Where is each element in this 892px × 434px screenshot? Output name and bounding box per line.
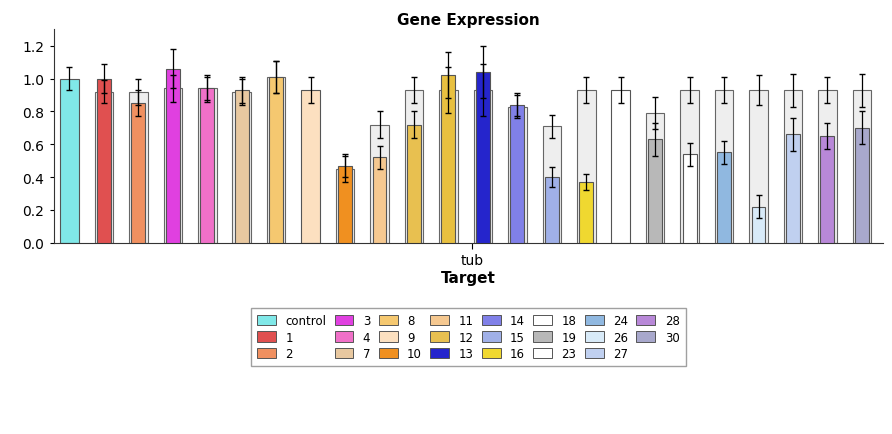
Bar [508,107,526,243]
Bar [405,91,423,243]
Bar [648,140,662,243]
Bar [855,128,869,243]
Bar [439,91,458,243]
Bar [682,155,697,243]
Bar [269,78,283,243]
Bar [95,92,113,243]
Bar [476,73,490,243]
Bar [407,125,421,243]
Bar [131,104,145,243]
Bar [97,79,111,243]
Bar [853,91,871,243]
Bar [166,69,180,243]
Bar [163,89,182,243]
Bar [235,91,249,243]
Bar [129,92,147,243]
Bar [784,91,802,243]
Bar [749,91,768,243]
Bar [681,91,698,243]
Bar [786,135,800,243]
Bar [821,137,834,243]
Bar [335,169,354,243]
Bar [611,91,630,243]
Bar [442,76,456,243]
Bar [267,78,285,243]
Bar [338,166,352,243]
Bar [818,91,837,243]
Bar [752,207,765,243]
Bar [60,79,78,243]
Legend: control, 1, 2, 3, 4, 7, 8, 9, 10, 11, 12, 13, 14, 15, 16, 18, 19, 23, 24, 26, 27: control, 1, 2, 3, 4, 7, 8, 9, 10, 11, 12… [251,309,686,366]
Bar [646,114,665,243]
X-axis label: Target: Target [441,270,496,285]
Bar [373,158,386,243]
Bar [714,91,733,243]
Bar [717,153,731,243]
Bar [370,125,389,243]
Bar [474,91,492,243]
Bar [577,91,596,243]
Title: Gene Expression: Gene Expression [397,13,540,28]
Bar [201,89,214,243]
Bar [510,105,524,243]
Bar [579,183,593,243]
Bar [301,91,320,243]
Bar [542,127,561,243]
Bar [198,89,217,243]
Bar [233,92,251,243]
Bar [545,178,558,243]
